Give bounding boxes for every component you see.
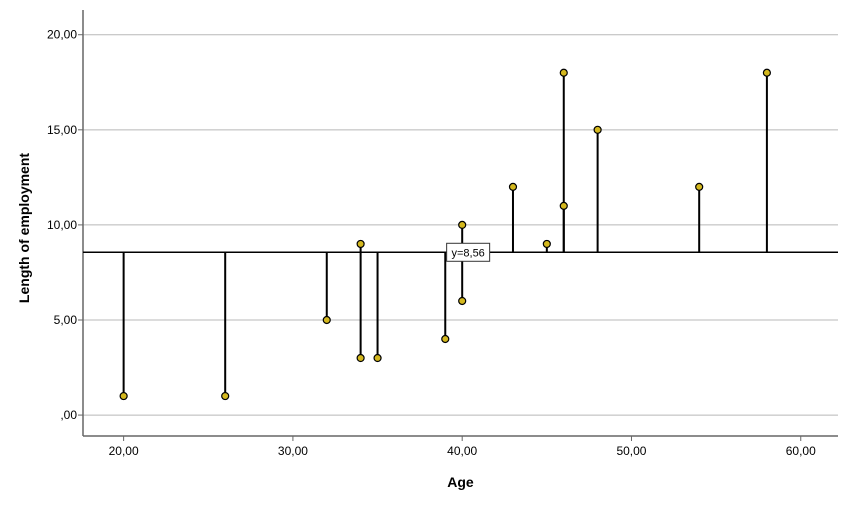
data-point-3 (356, 239, 365, 249)
tick-labels: ,00 5,00 10,00 15,00 20,00 20,00 30,00 40,00 50,… (47, 28, 816, 458)
y-tick-label: 15,00 (47, 123, 77, 137)
data-point-15 (762, 68, 772, 77)
data-point-2 (322, 315, 331, 325)
x-axis-title: Age (447, 474, 474, 490)
y-axis-title: Length of employment (16, 153, 32, 303)
data-point-6 (441, 334, 450, 344)
x-tick-label: 50,00 (616, 444, 646, 458)
data-point-0 (119, 391, 128, 401)
x-tick-label: 60,00 (786, 444, 816, 458)
reference-label: y=8,56 (451, 247, 484, 259)
data-point-1 (221, 391, 230, 401)
data-point-9 (508, 182, 518, 191)
data-points (119, 68, 772, 401)
data-point-14 (695, 182, 704, 191)
y-tick-label: ,00 (60, 408, 77, 422)
y-tick-label: 5,00 (54, 313, 78, 327)
data-point-10 (542, 239, 551, 249)
axes (78, 10, 838, 441)
data-point-7 (458, 220, 467, 230)
drop-lines (122, 72, 768, 397)
data-point-11 (559, 68, 568, 77)
data-point-12 (559, 201, 568, 210)
x-tick-label: 20,00 (109, 444, 139, 458)
x-tick-label: 30,00 (278, 444, 308, 458)
y-tick-label: 20,00 (47, 28, 77, 42)
data-point-13 (593, 125, 602, 134)
reference-label-box (446, 242, 491, 262)
data-point-4 (356, 353, 365, 363)
y-tick-label: 10,00 (47, 218, 77, 232)
x-tick-label: 40,00 (447, 444, 477, 458)
data-point-8 (458, 296, 467, 306)
data-point-5 (373, 353, 382, 363)
reference-line-group: y=8,56 (83, 242, 838, 262)
